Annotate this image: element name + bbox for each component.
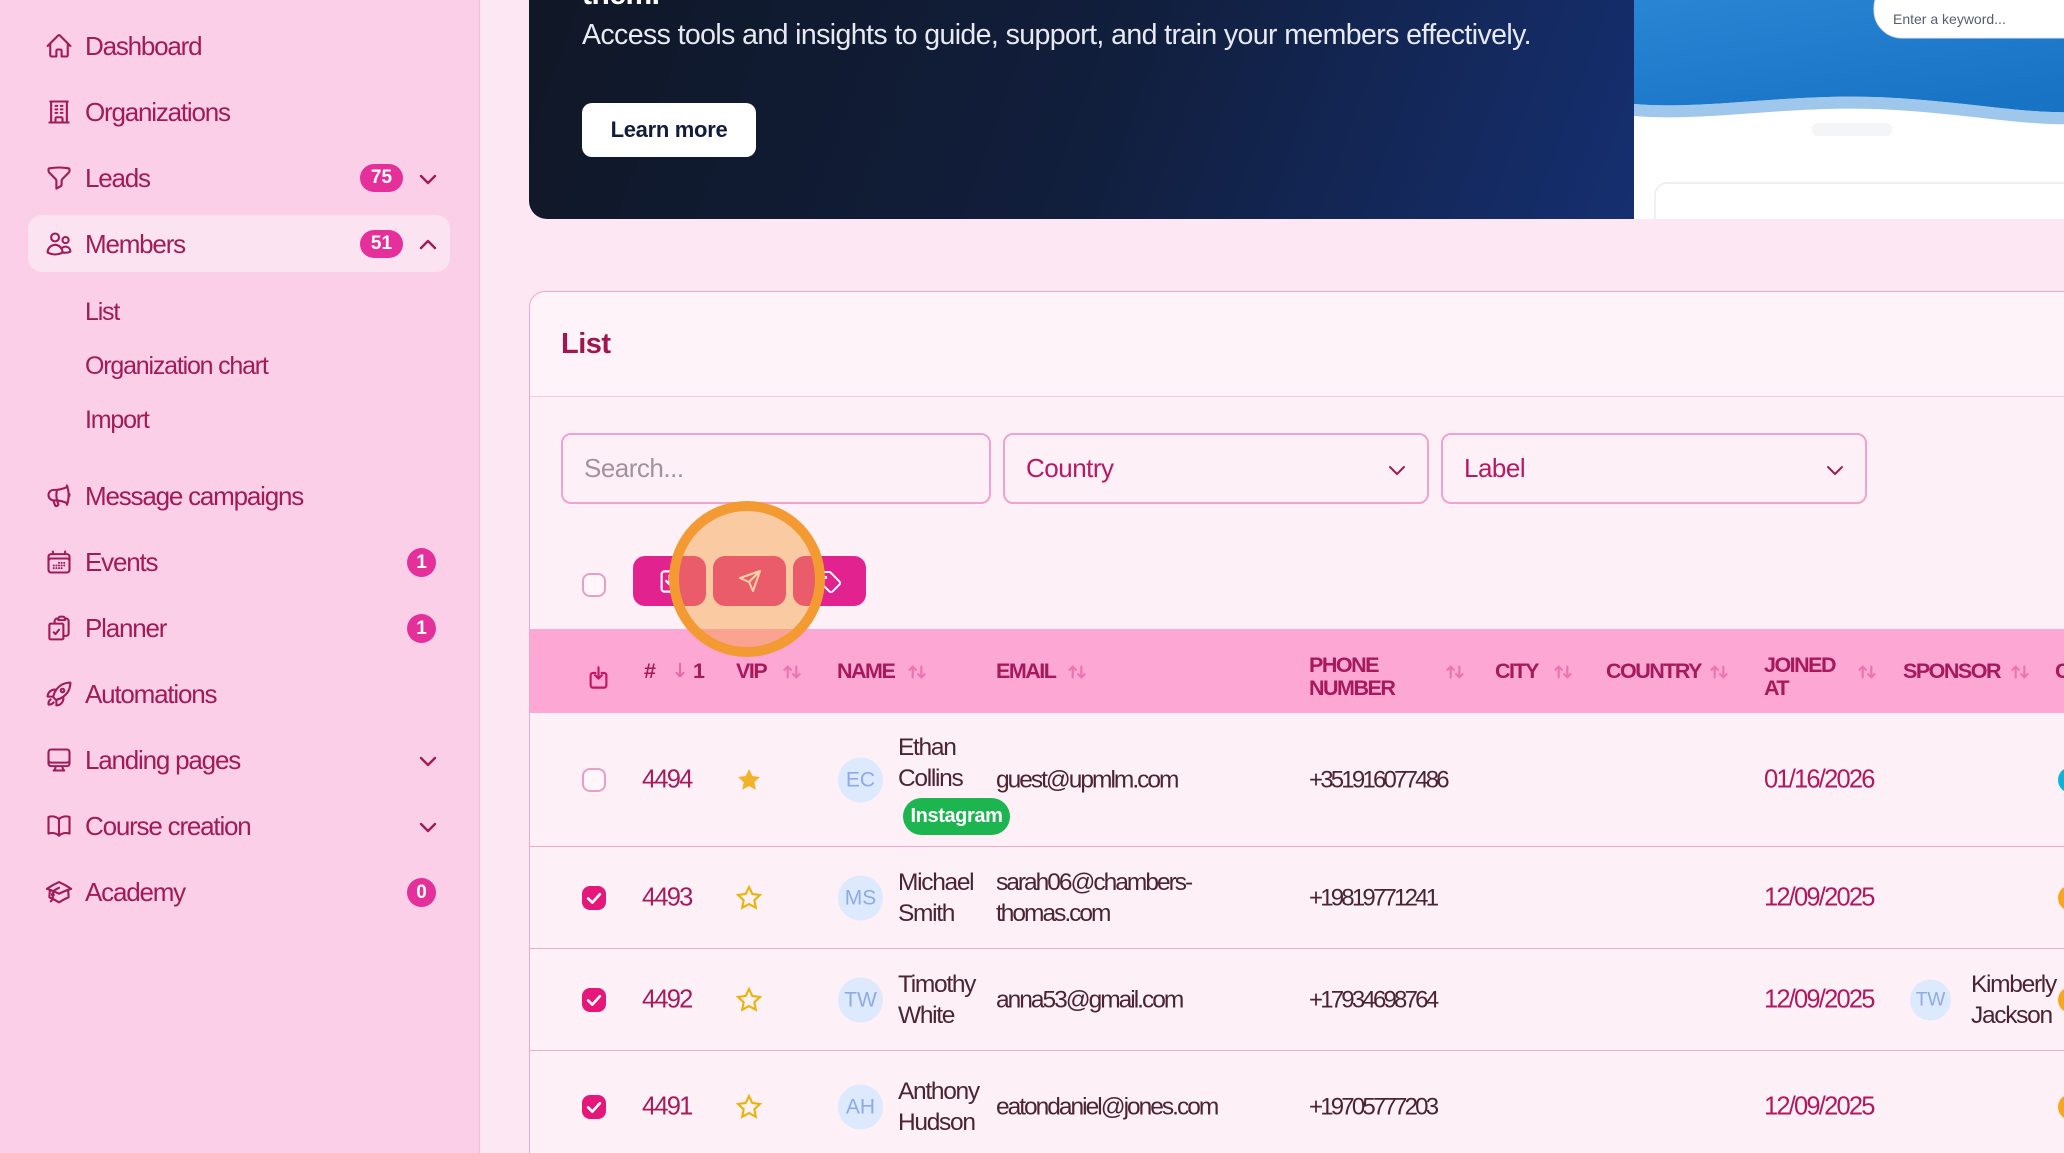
svg-text:Enter a keyword...: Enter a keyword... xyxy=(1893,11,2006,27)
